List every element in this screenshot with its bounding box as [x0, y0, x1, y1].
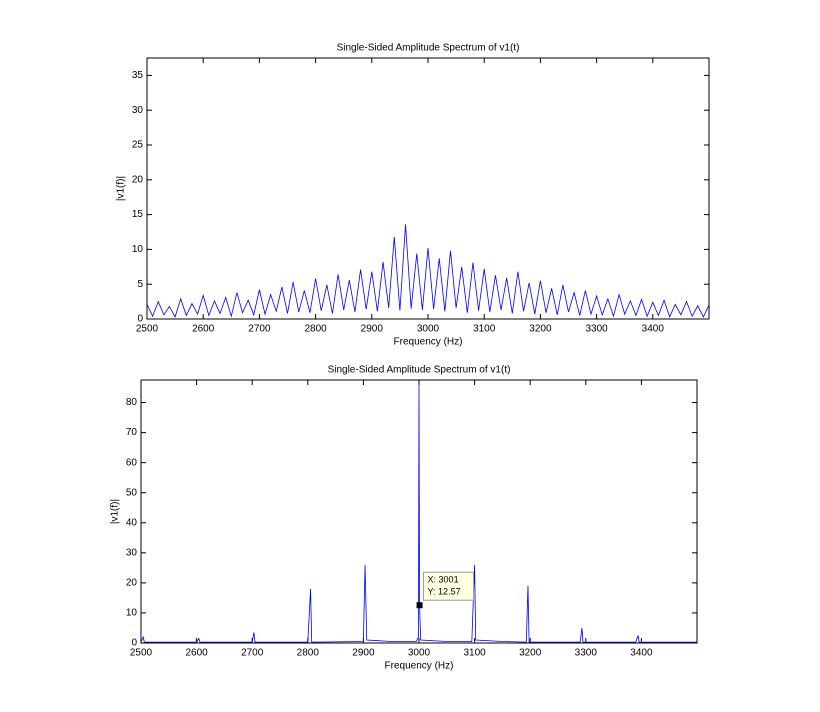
- axes-frame: [146, 57, 710, 320]
- x-tick-label: 3100: [463, 648, 486, 659]
- axes-background: [147, 58, 709, 319]
- x-tick-label: 2900: [361, 324, 384, 335]
- x-axis-label: Frequency (Hz): [385, 661, 454, 672]
- y-tick-label: 70: [126, 427, 138, 438]
- x-tick-label: 2600: [185, 648, 208, 659]
- x-tick-label: 3000: [417, 324, 440, 335]
- x-tick-label: 2700: [248, 324, 271, 335]
- y-tick-label: 50: [126, 487, 138, 498]
- y-tick-label: 25: [132, 140, 144, 151]
- y-tick-label: 0: [137, 314, 143, 325]
- y-axis-label: |v1(f)|: [116, 176, 127, 201]
- datatip-text: X: 3001: [428, 575, 459, 585]
- x-tick-label: 2900: [352, 648, 375, 659]
- y-tick-label: 80: [126, 397, 138, 408]
- x-tick-label: 2800: [304, 324, 327, 335]
- chart-title: Single-Sided Amplitude Spectrum of v1(t): [328, 365, 511, 376]
- y-tick-label: 35: [132, 70, 144, 81]
- x-axis-label: Frequency (Hz): [394, 337, 463, 348]
- y-tick-label: 60: [126, 457, 138, 468]
- x-tick-label: 3200: [529, 324, 552, 335]
- y-axis-label: |v1(f)|: [110, 499, 121, 524]
- x-tick-label: 2500: [130, 648, 153, 659]
- y-tick-label: 20: [132, 174, 144, 185]
- y-tick-label: 0: [131, 638, 137, 649]
- x-tick-label: 3400: [642, 324, 665, 335]
- datatip-text: Y: 12.57: [428, 587, 461, 597]
- x-tick-label: 3000: [408, 648, 431, 659]
- x-tick-label: 3100: [473, 324, 496, 335]
- chart-title: Single-Sided Amplitude Spectrum of v1(t): [337, 43, 520, 54]
- datatip-marker: [416, 602, 423, 609]
- x-tick-label: 3200: [519, 648, 542, 659]
- y-tick-label: 20: [126, 578, 138, 589]
- y-tick-label: 15: [132, 209, 144, 220]
- axes-frame: [140, 379, 698, 644]
- y-tick-label: 30: [132, 105, 144, 116]
- x-tick-label: 3300: [585, 324, 608, 335]
- spectrum-line: [140, 384, 697, 643]
- x-tick-label: 2600: [192, 324, 215, 335]
- x-tick-label: 2700: [241, 648, 264, 659]
- x-tick-label: 2500: [136, 324, 159, 335]
- y-tick-label: 5: [137, 279, 143, 290]
- x-tick-label: 2800: [297, 648, 320, 659]
- y-tick-label: 40: [126, 517, 138, 528]
- spectrum-line: [146, 224, 710, 319]
- y-tick-label: 30: [126, 547, 138, 558]
- y-tick-label: 10: [132, 244, 144, 255]
- x-tick-label: 3300: [575, 648, 598, 659]
- datatip-box: [423, 571, 475, 601]
- y-tick-label: 10: [126, 608, 138, 619]
- x-tick-label: 3400: [630, 648, 653, 659]
